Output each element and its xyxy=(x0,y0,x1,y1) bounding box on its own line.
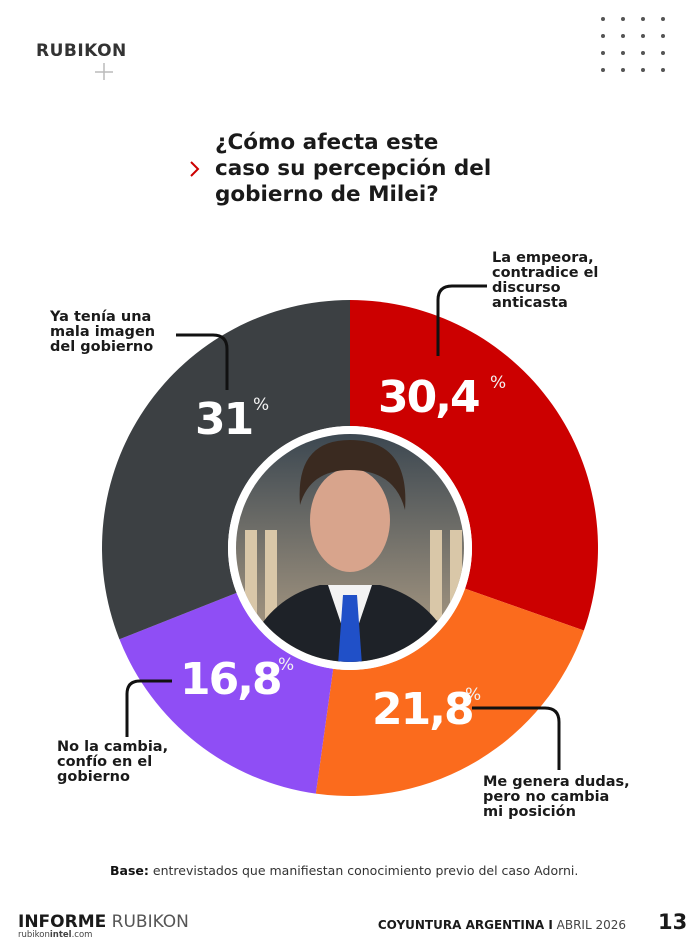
site-a: rubikon xyxy=(18,930,50,940)
dot xyxy=(641,17,645,21)
label-connector xyxy=(176,333,229,390)
category-label: No la cambia, confío en el gobierno xyxy=(57,739,169,785)
value-unit: % xyxy=(465,685,481,705)
dot xyxy=(621,34,625,38)
footer-report-title: INFORME xyxy=(18,912,107,932)
category-label: Ya tenía una mala imagen del gobierno xyxy=(50,309,156,355)
value-label: 31 xyxy=(195,394,252,445)
label-connector xyxy=(436,284,487,356)
dot xyxy=(621,51,625,55)
chart-title: ¿Cómo afecta este caso su percepción del… xyxy=(215,130,492,207)
dot xyxy=(641,68,645,72)
label-connector xyxy=(472,706,561,770)
dot xyxy=(661,34,665,38)
footer-report: INFORME RUBIKON xyxy=(18,912,189,932)
dot xyxy=(621,17,625,21)
dot xyxy=(601,51,605,55)
footnote: Base: entrevistados que manifiestan cono… xyxy=(110,863,578,878)
brand-plus xyxy=(95,63,113,80)
site-b: intel xyxy=(49,930,72,940)
donut-segment xyxy=(350,300,598,631)
donut-segment xyxy=(315,588,584,796)
footer-brand: RUBIKON xyxy=(111,912,189,932)
category-label: La empeora, contradice el discurso antic… xyxy=(492,250,599,311)
brand: RUBIKON xyxy=(36,41,127,61)
donut xyxy=(102,299,598,796)
footnote-label: Base: xyxy=(110,863,149,878)
site-c: .com xyxy=(71,930,93,940)
dot-grid xyxy=(601,17,665,72)
donut-segment xyxy=(119,592,334,794)
label-connector xyxy=(125,679,172,737)
dot xyxy=(601,17,605,21)
footer-section: COYUNTURA ARGENTINA I ABRIL 2026 xyxy=(378,918,626,932)
dot xyxy=(641,51,645,55)
donut-segment xyxy=(102,299,351,640)
value-label: 30,4 xyxy=(378,372,479,423)
dot xyxy=(621,68,625,72)
category-label: Me genera dudas, pero no cambia mi posic… xyxy=(483,774,630,820)
value-unit: % xyxy=(490,373,506,393)
dot xyxy=(641,34,645,38)
dot xyxy=(661,51,665,55)
title-chevron xyxy=(190,161,200,177)
page-number: 13 xyxy=(658,910,688,934)
dot xyxy=(661,68,665,72)
value-label: 16,8 xyxy=(180,654,281,705)
value-label: 21,8 xyxy=(372,684,473,735)
value-unit: % xyxy=(278,655,294,675)
photo xyxy=(228,426,472,670)
footer-site: rubikonintel.com xyxy=(18,930,92,940)
footnote-text: entrevistados que manifiestan conocimien… xyxy=(152,863,579,878)
dot xyxy=(661,17,665,21)
footer-section-name: COYUNTURA ARGENTINA I xyxy=(377,918,553,932)
dot xyxy=(601,34,605,38)
value-unit: % xyxy=(253,395,269,415)
footer-date: ABRIL 2026 xyxy=(556,918,626,932)
dot xyxy=(601,68,605,72)
